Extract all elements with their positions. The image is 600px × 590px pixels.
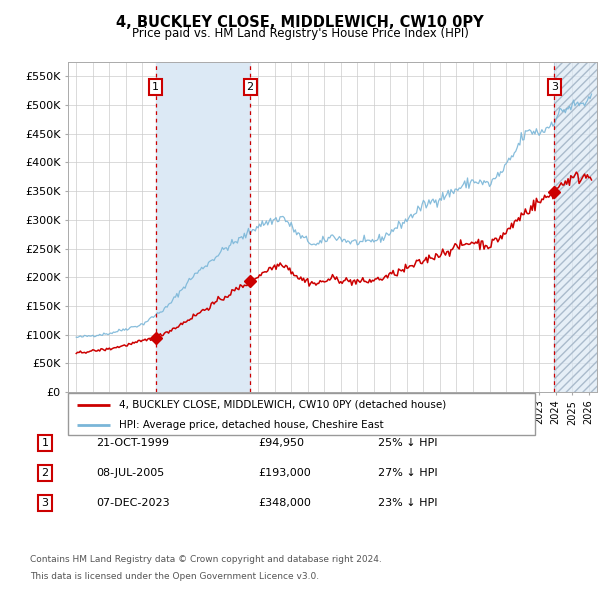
Text: £348,000: £348,000 bbox=[258, 498, 311, 508]
Text: 3: 3 bbox=[551, 82, 558, 92]
Text: 3: 3 bbox=[41, 498, 49, 508]
Text: 21-OCT-1999: 21-OCT-1999 bbox=[96, 438, 169, 448]
Bar bbox=[554, 62, 597, 392]
Text: 2: 2 bbox=[247, 82, 254, 92]
Text: This data is licensed under the Open Government Licence v3.0.: This data is licensed under the Open Gov… bbox=[30, 572, 319, 581]
Text: 1: 1 bbox=[41, 438, 49, 448]
Text: £193,000: £193,000 bbox=[258, 468, 311, 478]
Text: 4, BUCKLEY CLOSE, MIDDLEWICH, CW10 0PY: 4, BUCKLEY CLOSE, MIDDLEWICH, CW10 0PY bbox=[116, 15, 484, 30]
Text: 23% ↓ HPI: 23% ↓ HPI bbox=[378, 498, 437, 508]
Text: 27% ↓ HPI: 27% ↓ HPI bbox=[378, 468, 437, 478]
Text: 1: 1 bbox=[152, 82, 159, 92]
Bar bbox=[554, 62, 597, 392]
Bar bbox=[155, 62, 250, 392]
FancyBboxPatch shape bbox=[68, 393, 535, 435]
Text: 25% ↓ HPI: 25% ↓ HPI bbox=[378, 438, 437, 448]
Text: 07-DEC-2023: 07-DEC-2023 bbox=[96, 498, 170, 508]
Text: 4, BUCKLEY CLOSE, MIDDLEWICH, CW10 0PY (detached house): 4, BUCKLEY CLOSE, MIDDLEWICH, CW10 0PY (… bbox=[119, 400, 446, 410]
Text: £94,950: £94,950 bbox=[258, 438, 304, 448]
Text: HPI: Average price, detached house, Cheshire East: HPI: Average price, detached house, Ches… bbox=[119, 419, 384, 430]
Text: Contains HM Land Registry data © Crown copyright and database right 2024.: Contains HM Land Registry data © Crown c… bbox=[30, 555, 382, 564]
Text: 08-JUL-2005: 08-JUL-2005 bbox=[96, 468, 164, 478]
Text: 2: 2 bbox=[41, 468, 49, 478]
Text: Price paid vs. HM Land Registry's House Price Index (HPI): Price paid vs. HM Land Registry's House … bbox=[131, 27, 469, 40]
